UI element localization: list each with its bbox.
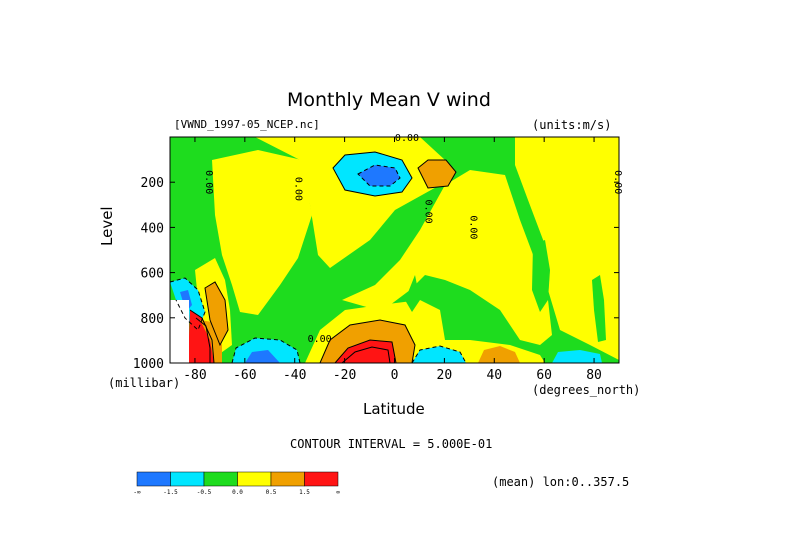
- contour-line: [195, 317, 211, 363]
- region-cyan-lower-mid: [412, 346, 466, 363]
- region-green-streak-2: [592, 275, 606, 342]
- contour-line-dashed: [411, 345, 467, 363]
- region-blue-upper: [358, 165, 400, 186]
- contour-line: [319, 319, 416, 363]
- contour-label: 0.00: [467, 215, 478, 239]
- y-axis-ticks: 200 400 600 800 1000: [133, 176, 619, 372]
- colorbar-label: 1.5: [299, 489, 310, 496]
- contour-line: [341, 346, 391, 363]
- region-blue-lower-south: [245, 350, 280, 363]
- y-axis-unit: (millibar): [108, 376, 181, 390]
- colorbar-label: -0.5: [197, 489, 212, 496]
- colorbar-label: -1.5: [163, 489, 178, 496]
- contour-label: 0.00: [422, 200, 433, 224]
- colorbar-swatch: [270, 471, 305, 487]
- x-tick-label: 20: [437, 368, 453, 383]
- colorbar-label: 0.0: [232, 489, 243, 496]
- contour-lines: [170, 151, 467, 363]
- x-tick-label: 60: [536, 368, 552, 383]
- shaded-contours: [170, 137, 619, 363]
- x-axis-ticks: -80 -60 -40 -20 0 20 40 60 80: [183, 137, 602, 383]
- contour-label: 0.00: [293, 177, 304, 201]
- region-red-south-polar: [188, 310, 214, 363]
- contour-line-dashed: [357, 164, 401, 187]
- x-tick-label: 40: [486, 368, 502, 383]
- contour-line: [334, 339, 397, 363]
- region-yellow-midlat-south: [212, 150, 312, 315]
- colorbar-swatch: [136, 471, 171, 487]
- contour-line-dashed: [231, 337, 301, 363]
- region-red-lower-center: [335, 340, 396, 363]
- contour-line-dashed: [170, 277, 206, 331]
- region-orange-south-polar: [205, 282, 228, 345]
- contour-label: 0.00: [308, 334, 332, 345]
- colorbar-swatch: [170, 471, 205, 487]
- region-orange-upper: [418, 160, 456, 188]
- colorbar-swatch: [304, 471, 339, 487]
- region-cyan-lower-north: [552, 350, 602, 363]
- colorbar-swatch: [203, 471, 238, 487]
- region-missing-data: [170, 300, 189, 363]
- y-axis-label: Level: [98, 206, 116, 246]
- x-axis-label: Latitude: [363, 400, 425, 418]
- x-tick-label: -20: [333, 368, 356, 383]
- contour-line: [332, 151, 413, 197]
- contour-line: [204, 281, 229, 347]
- dataset-label: [VWND_1997-05_NCEP.nc]: [174, 118, 320, 131]
- y-tick-label: 200: [141, 176, 164, 191]
- y-tick-label: 800: [141, 312, 164, 327]
- x-tick-label: -60: [233, 368, 256, 383]
- region-green-streak-3: [405, 275, 420, 312]
- chart-title: Monthly Mean V wind: [287, 89, 491, 111]
- colorbar-label: 0.5: [266, 489, 277, 496]
- region-yellow-center-diag: [342, 170, 552, 345]
- contour-label: 0.00: [395, 133, 419, 144]
- x-tick-label: -40: [283, 368, 306, 383]
- y-tick-label: 600: [141, 267, 164, 282]
- y-tick-label: 1000: [133, 357, 164, 372]
- units-label: (units:m/s): [532, 118, 612, 132]
- x-axis-unit: (degrees_north): [532, 383, 641, 397]
- region-green-streak-1: [532, 240, 550, 312]
- colorbar-swatch: [237, 471, 272, 487]
- plot-area: 0.000.00 0.000.000.000.000.00 -80 -60 -40 -2…: [133, 133, 623, 383]
- region-orange-south-polar-low: [200, 320, 222, 363]
- colorbar-label: ∞: [336, 489, 340, 496]
- region-orange-lower-north: [478, 346, 520, 363]
- mean-info-text: (mean) lon:0..357.5: [492, 475, 630, 489]
- contour-interval-text: CONTOUR INTERVAL = 5.000E-01: [290, 437, 493, 451]
- x-tick-label: -80: [183, 368, 206, 383]
- contour-line: [417, 159, 457, 189]
- contour-label: 0.00: [203, 170, 214, 194]
- x-tick-label: 80: [586, 368, 602, 383]
- region-yellow-north-wide: [515, 137, 619, 360]
- x-tick-label: 0: [391, 368, 399, 383]
- y-tick-label: 400: [141, 221, 164, 236]
- colorbar: -∞ -1.5 -0.5 0.0 0.5 1.5 ∞: [133, 471, 340, 496]
- colorbar-label: -∞: [133, 489, 141, 496]
